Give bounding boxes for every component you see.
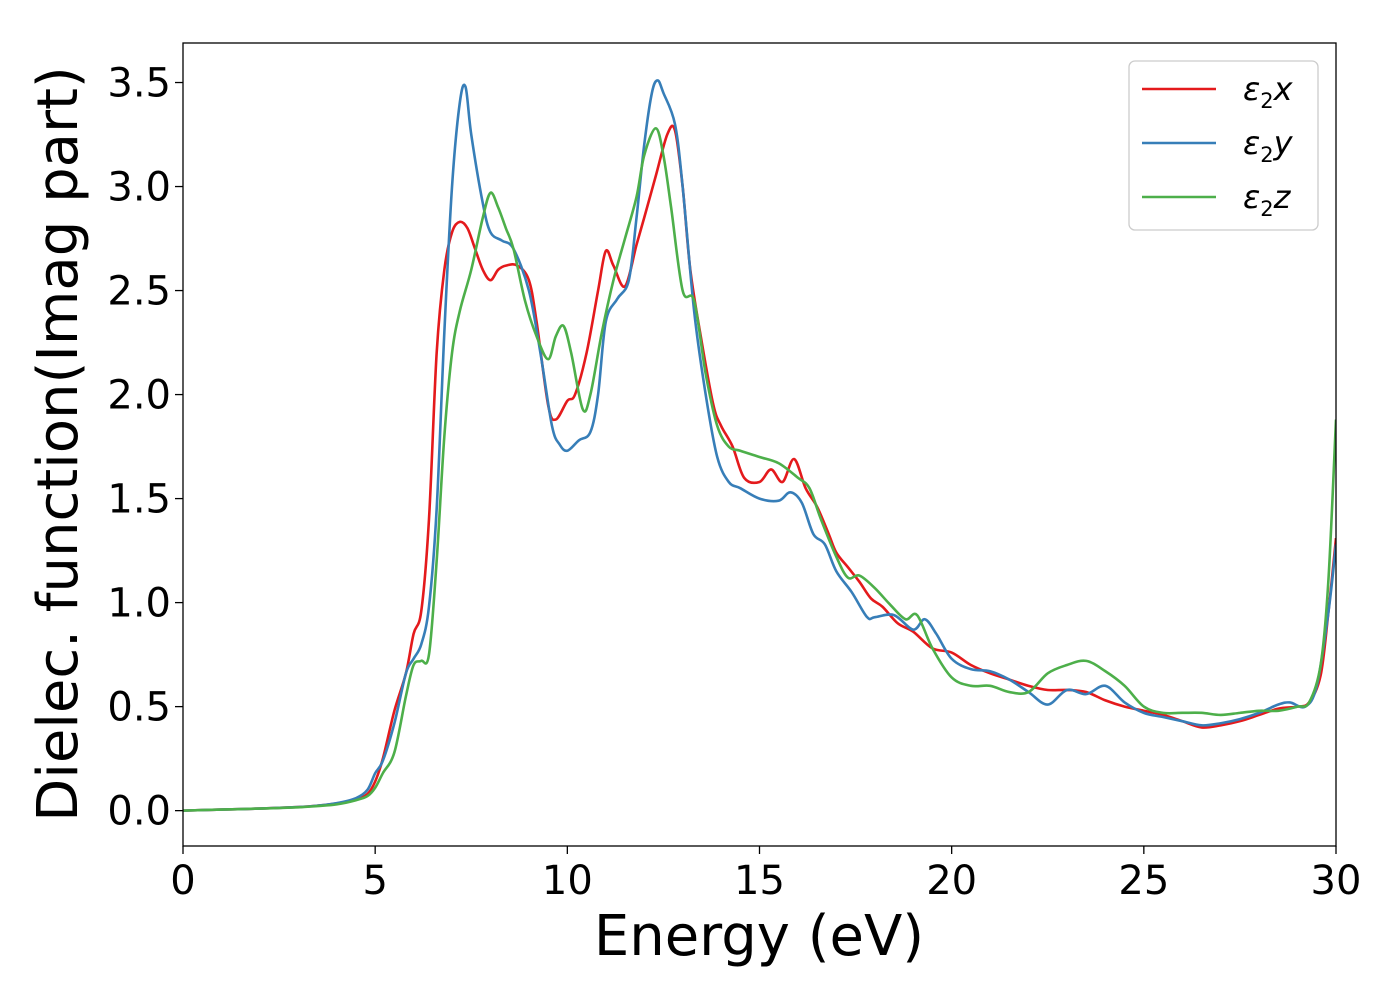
legend-label-x: ε2x xyxy=(1243,70,1294,113)
x-axis-label: Energy (eV) xyxy=(594,904,924,969)
legend-label-y: ε2y xyxy=(1243,124,1294,167)
x-tick-label: 0 xyxy=(170,858,195,904)
y-tick-label: 3.5 xyxy=(107,61,171,107)
y-tick-label: 3.0 xyxy=(107,165,171,211)
x-tick-label: 25 xyxy=(1118,858,1169,904)
legend-box xyxy=(1128,60,1319,231)
series-line-z xyxy=(183,126,1336,812)
x-tick-label: 20 xyxy=(926,858,977,904)
x-tick-label: 30 xyxy=(1311,858,1362,904)
y-tick-label: 1.5 xyxy=(107,477,171,523)
x-tick-label: 10 xyxy=(542,858,593,904)
series-layer xyxy=(183,79,1336,812)
y-tick-label: 2.0 xyxy=(107,373,171,419)
x-tick-label: 15 xyxy=(734,858,785,904)
y-axis-label: Dielec. function(Imag part) xyxy=(26,66,91,822)
x-axis: 0 5 10 15 20 25 30 xyxy=(170,846,1361,904)
y-tick-label: 1.0 xyxy=(107,581,171,627)
y-tick-label: 0.0 xyxy=(107,789,171,835)
x-tick-label: 5 xyxy=(362,858,387,904)
series-line-y xyxy=(183,79,1336,812)
legend: ε2x ε2y ε2z xyxy=(1128,60,1319,231)
y-tick-label: 2.5 xyxy=(107,269,171,315)
legend-label-z: ε2z xyxy=(1243,178,1292,221)
y-tick-label: 0.5 xyxy=(107,685,171,731)
y-axis: 0.0 0.5 1.0 1.5 2.0 2.5 3.0 3.5 xyxy=(107,61,183,835)
